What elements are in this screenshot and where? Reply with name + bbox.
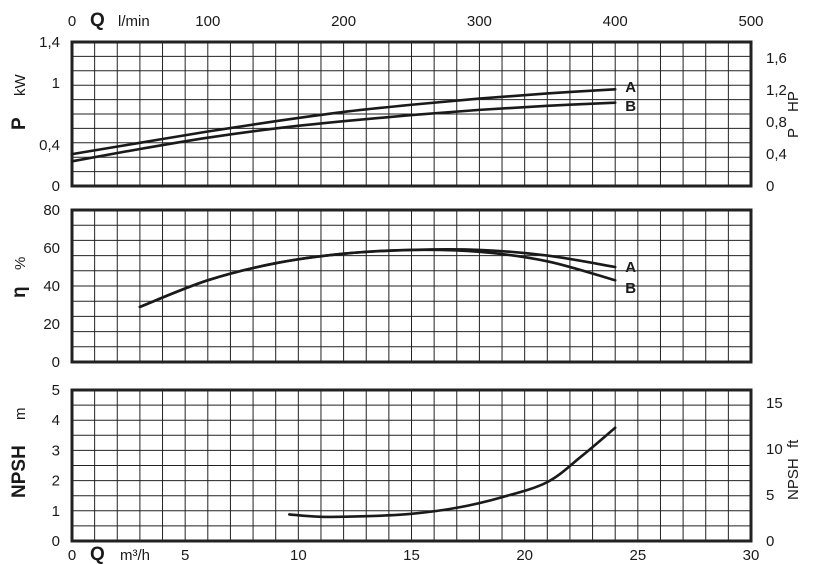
y-axis-title: NPSH: [9, 445, 30, 498]
y-axis-tick-label: 3: [52, 442, 60, 459]
y-axis-tick-label: 1: [52, 503, 60, 520]
panel-frame: [70, 388, 753, 543]
y-axis-tick-label: 1: [52, 75, 60, 92]
y-axis-tick-label: 5: [52, 382, 60, 399]
panel-efficiency: 0 20 40 60 80 η% AB: [9, 202, 753, 371]
y-axis-tick-label: 0: [52, 178, 60, 195]
y2-axis-unit: ft: [785, 439, 802, 448]
top-axis-tick-label: 500: [738, 13, 763, 30]
top-axis-tick-label: 300: [467, 13, 492, 30]
y-axis-tick-label: 0: [52, 354, 60, 371]
top-flow-axis: Q l/min: [90, 10, 150, 31]
y2-axis-tick-label: 1,6: [766, 50, 787, 67]
bottom-axis-q-symbol: Q: [90, 544, 105, 564]
y-axis-unit: m: [12, 408, 29, 421]
bottom-axis-tick-label: 15: [403, 547, 420, 564]
top-axis-tick-label: 0: [68, 13, 76, 30]
bottom-axis-tick-label: 30: [743, 547, 760, 564]
top-axis-tick-label: 200: [331, 13, 356, 30]
y2-axis-title: NPSH: [785, 458, 802, 500]
curve-label-B: B: [625, 98, 636, 115]
panel-frame: [70, 208, 753, 364]
bottom-axis-unit: m³/h: [120, 547, 150, 564]
y2-axis-tick-label: 0,8: [766, 114, 787, 131]
top-axis-unit: l/min: [118, 13, 150, 30]
y2-axis-tick-label: 0: [766, 178, 774, 195]
top-axis-q-symbol: Q: [90, 10, 105, 31]
y2-axis-title: P: [785, 128, 802, 138]
y-axis-title: P: [9, 117, 30, 130]
curve-power-B: [70, 101, 617, 163]
y-axis-tick-label: 40: [43, 278, 60, 295]
panel-power: 0 0,4 1 1,4 0 0,4 0,8 1,2 1,6 PkW P HP AB: [9, 34, 802, 195]
y-axis-tick-label: 0: [52, 533, 60, 550]
curve-power-A: [70, 88, 617, 156]
bottom-axis-tick-label: 5: [181, 547, 189, 564]
bottom-axis-tick-label: 25: [629, 547, 646, 564]
y-axis-tick-label: 1,4: [39, 34, 60, 51]
y-axis-tick-label: 80: [43, 202, 60, 219]
curve-efficiency-B: [138, 248, 617, 309]
y2-axis-tick-label: 0,4: [766, 146, 787, 163]
top-axis-tick-label: 100: [195, 13, 220, 30]
y-axis-unit: kW: [12, 74, 29, 97]
y-axis-title: η: [9, 286, 30, 298]
bottom-axis-tick-label: 0: [68, 547, 76, 564]
curve-label-B: B: [625, 280, 636, 297]
y2-axis-tick-label: 5: [766, 487, 774, 504]
curve-npsh: [287, 426, 617, 519]
panel-frame: [70, 40, 753, 188]
y-axis-unit: %: [12, 257, 29, 270]
y-axis-tick-label: 2: [52, 473, 60, 490]
bottom-flow-axis: Q m³/h: [90, 544, 150, 564]
curve-label-A: A: [625, 79, 636, 96]
y-axis-tick-label: 0,4: [39, 137, 60, 154]
curve-label-A: A: [625, 259, 636, 276]
y-axis-tick-label: 20: [43, 316, 60, 333]
y2-axis-tick-label: 15: [766, 395, 783, 412]
bottom-axis-tick-label: 10: [290, 547, 307, 564]
y2-axis-tick-label: 0: [766, 533, 774, 550]
top-axis-tick-label: 400: [603, 13, 628, 30]
y2-axis-unit: HP: [785, 91, 802, 112]
y2-axis-tick-label: 10: [766, 441, 783, 458]
y-axis-tick-label: 4: [52, 412, 60, 429]
panel-npsh: 0 1 2 3 4 5 0 5 10 15 NPSH m NPSH ft: [9, 382, 802, 550]
bottom-axis-tick-label: 20: [516, 547, 533, 564]
y-axis-tick-label: 60: [43, 240, 60, 257]
y2-axis-tick-label: 1,2: [766, 82, 787, 99]
chart-panels: 00,411,400,40,81,21,6PkWPHPAB020406080η%…: [9, 34, 802, 550]
